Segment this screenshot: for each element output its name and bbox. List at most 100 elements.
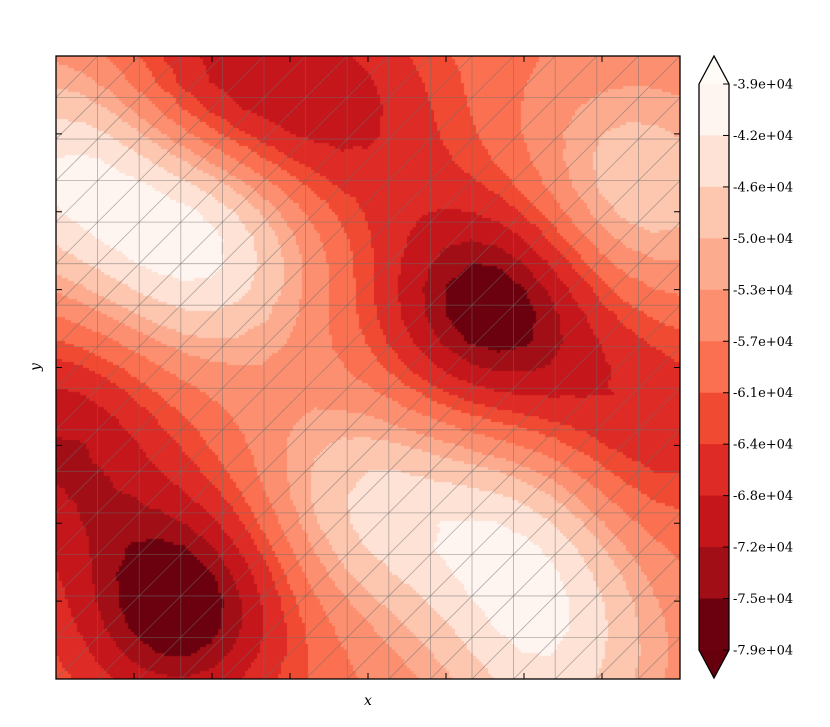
- mesh-edge: [430, 180, 473, 223]
- mesh-edge: [263, 637, 306, 679]
- mesh-edge: [554, 97, 598, 140]
- mesh-edge: [138, 429, 182, 472]
- mesh-edge: [430, 304, 473, 348]
- mesh-edge: [180, 180, 223, 223]
- colorbar-extend-top: [699, 56, 729, 84]
- mesh-edge: [263, 180, 306, 223]
- colorbar-tick-label: -6.8e+04: [733, 489, 793, 504]
- mesh-edge: [138, 512, 182, 555]
- mesh-edge: [388, 97, 431, 140]
- colorbar-tick-label: -3.9e+04: [733, 78, 793, 93]
- mesh-edge: [305, 512, 348, 555]
- colorbar-band: [699, 341, 729, 394]
- colorbar-band: [699, 444, 729, 497]
- mesh-edge: [471, 56, 514, 98]
- mesh-edge: [222, 512, 265, 555]
- colorbar-tick-label: -4.6e+04: [733, 180, 793, 195]
- mesh-edge: [346, 429, 390, 472]
- mesh-edge: [56, 97, 98, 140]
- plot-area: [55, 55, 681, 680]
- mesh-edge: [180, 263, 223, 306]
- mesh-edge: [56, 221, 98, 264]
- mesh-edge: [138, 346, 182, 389]
- mesh-edge: [222, 387, 265, 431]
- colorbar-extend-bottom: [699, 650, 729, 678]
- mesh-edge: [180, 221, 223, 264]
- mesh-edge: [138, 221, 182, 264]
- mesh-edge: [554, 387, 598, 431]
- mesh-edge: [263, 56, 306, 98]
- mesh-edge: [596, 263, 639, 306]
- mesh-edge: [471, 221, 514, 264]
- mesh-edge: [97, 595, 140, 638]
- mesh-edge: [56, 595, 98, 638]
- mesh-edge: [430, 387, 473, 431]
- mesh-edge: [596, 180, 639, 223]
- mesh-edge: [596, 97, 639, 140]
- mesh-edge: [430, 429, 473, 472]
- mesh-edge: [388, 512, 431, 555]
- mesh-edge: [180, 429, 223, 472]
- colorbar-band: [699, 289, 729, 342]
- mesh-edge: [305, 429, 348, 472]
- mesh-edge: [471, 512, 514, 555]
- mesh-edge: [305, 263, 348, 306]
- mesh-edge: [97, 138, 140, 181]
- mesh-edge: [138, 56, 182, 98]
- mesh-edge: [430, 221, 473, 264]
- mesh-edge: [554, 346, 598, 389]
- mesh-edge: [596, 637, 639, 679]
- mesh-edge: [638, 387, 680, 431]
- mesh-edge: [430, 471, 473, 514]
- axis-ticks: [56, 56, 680, 679]
- mesh-edge: [638, 97, 680, 140]
- mesh-edge: [222, 637, 265, 679]
- mesh-edge: [471, 346, 514, 389]
- mesh-edge: [388, 56, 431, 98]
- mesh-edge: [513, 387, 556, 431]
- mesh-edge: [346, 471, 390, 514]
- mesh-edge: [513, 138, 556, 181]
- colorbar-tick-label: -6.4e+04: [733, 438, 793, 453]
- mesh-edge: [638, 346, 680, 389]
- mesh-edge: [97, 180, 140, 223]
- colorbar-band: [699, 238, 729, 291]
- mesh-edge: [180, 471, 223, 514]
- mesh-edge: [222, 97, 265, 140]
- mesh-edge: [596, 304, 639, 348]
- mesh-edge: [638, 221, 680, 264]
- mesh-edge: [346, 97, 390, 140]
- mesh-edge: [138, 180, 182, 223]
- mesh-edge: [596, 346, 639, 389]
- mesh-edge: [263, 471, 306, 514]
- mesh-edge: [554, 56, 598, 98]
- y-axis-label: y: [28, 362, 44, 372]
- mesh-edge: [222, 221, 265, 264]
- mesh-edge: [554, 180, 598, 223]
- mesh-edge: [222, 346, 265, 389]
- mesh-edge: [430, 346, 473, 389]
- mesh-edge: [388, 138, 431, 181]
- mesh-edge: [263, 263, 306, 306]
- mesh-edge: [471, 387, 514, 431]
- mesh-edge: [430, 637, 473, 679]
- mesh-edge: [263, 346, 306, 389]
- mesh-edge: [222, 263, 265, 306]
- mesh-edge: [471, 429, 514, 472]
- colorbar-band: [699, 547, 729, 600]
- mesh-edge: [180, 97, 223, 140]
- mesh-edge: [346, 637, 390, 679]
- mesh-edge: [638, 429, 680, 472]
- mesh-edge: [138, 97, 182, 140]
- mesh-edge: [554, 637, 598, 679]
- triangulation-mesh: [56, 56, 680, 679]
- mesh-edge: [638, 56, 680, 98]
- mesh-edge: [388, 637, 431, 679]
- mesh-edge: [388, 263, 431, 306]
- mesh-edge: [471, 554, 514, 597]
- mesh-edge: [471, 304, 514, 348]
- colorbar-band: [699, 135, 729, 188]
- colorbar-tick-label: -7.9e+04: [733, 644, 793, 659]
- mesh-edge: [471, 263, 514, 306]
- mesh-edge: [97, 56, 140, 98]
